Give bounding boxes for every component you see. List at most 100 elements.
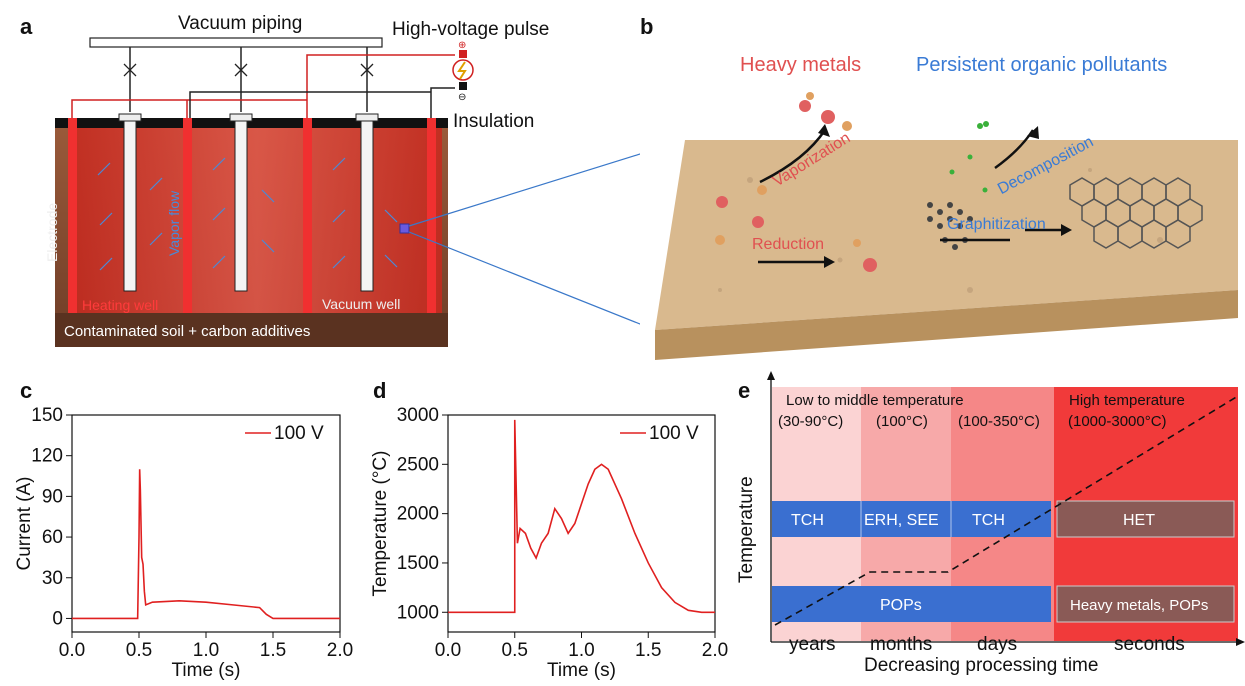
time-seconds: seconds: [1114, 634, 1185, 655]
wiring: [71, 54, 455, 118]
electrode-rod: [427, 118, 436, 313]
target-hm-pops: Heavy metals, POPs: [1070, 597, 1209, 614]
panel-label-c: c: [20, 378, 33, 403]
vapor-flow-label: Vapor flow: [166, 190, 182, 256]
targets-row-left: [772, 586, 1051, 622]
x-tick-label: 2.0: [702, 640, 728, 661]
x-axis-label: Time (s): [172, 660, 241, 681]
electrode-label: Electrode: [44, 202, 60, 262]
time-years: years: [789, 634, 836, 655]
panel-e-diagram: [767, 371, 1245, 646]
targets-row-right: [1056, 585, 1235, 623]
legend-label: 100 V: [274, 423, 324, 444]
x-tick-label: 0.0: [435, 640, 461, 661]
pop-molecules: [927, 202, 973, 250]
vapor-flow-dashes: [97, 157, 398, 271]
soil-slab-top: [655, 140, 1238, 330]
methods-row-left: [772, 501, 1051, 537]
time-months: months: [870, 634, 933, 655]
x-tick-label: 1.0: [193, 640, 219, 661]
method-erh-see: ERH, SEE: [864, 512, 939, 529]
methods-row-right: [1056, 500, 1235, 538]
method-tch-1: TCH: [791, 512, 824, 529]
reduction-label: Reduction: [752, 236, 825, 253]
range-months: (100°C): [876, 413, 928, 430]
heating-well-label: Heating well: [82, 297, 159, 313]
y-tick-label: 2500: [397, 454, 439, 475]
range-days: (100-350°C): [958, 413, 1040, 430]
trend-line: [774, 395, 1239, 626]
pops-label: Persistent organic pollutants: [916, 54, 1168, 76]
vacuum-well: [229, 47, 253, 292]
zoom-region: [399, 223, 410, 234]
panel-label-d: d: [373, 378, 387, 403]
x-tick-label: 0.5: [126, 640, 152, 661]
panel-label-e: e: [738, 378, 751, 403]
hv-pulse-label: High-voltage pulse: [392, 19, 550, 40]
panel-a-diagram: ⊕ ⊖: [55, 37, 640, 347]
graphitization-label: Graphitization: [947, 216, 1046, 233]
method-tch-2: TCH: [972, 512, 1005, 529]
y-tick-label: 90: [42, 486, 63, 507]
range-years: (30-90°C): [778, 413, 844, 430]
panel-label-b: b: [640, 14, 654, 39]
x-tick-label: 1.0: [568, 640, 594, 661]
soil-slab-side: [655, 290, 1238, 360]
y-tick-label: 0: [52, 608, 63, 629]
series-line: [448, 419, 715, 614]
zoom-line: [408, 231, 640, 325]
method-het: HET: [1123, 512, 1155, 529]
arrow-heads: [818, 124, 1072, 268]
x-tick-label: 0.5: [502, 640, 528, 661]
panel-b-illustration: [655, 92, 1238, 360]
y-tick-label: 1500: [397, 553, 439, 574]
x-tick-label: 2.0: [327, 640, 353, 661]
legend-label: 100 V: [649, 423, 699, 444]
y-axis-label: Current (A): [14, 477, 35, 571]
y-tick-label: 3000: [397, 405, 439, 426]
high-temp-label: High temperature: [1069, 392, 1185, 409]
heavy-metals-label: Heavy metals: [740, 54, 862, 76]
vacuum-piping-bar: [89, 37, 383, 48]
low-mid-temp-label: Low to middle temperature: [786, 392, 964, 409]
time-days: days: [977, 634, 1018, 655]
plot-frame: [71, 414, 341, 633]
x-tick-label: 1.5: [260, 640, 286, 661]
y-tick-label: 1000: [397, 602, 439, 623]
vacuum-well: [355, 47, 379, 292]
chart-d: 0.0 0.5 1.0 1.5 2.0 1000 1500 2000 2500 3000 Time …: [370, 405, 728, 681]
heavy-metal-particles: [715, 92, 877, 272]
chart-c: 0.0 0.5 1.0 1.5 2.0 0 30 60 90 120 150 Time (s) Curr…: [14, 405, 353, 681]
graphene-network: [1069, 177, 1203, 249]
vacuum-piping-label: Vacuum piping: [178, 13, 303, 34]
insulation-layer: [55, 118, 448, 128]
insulation-label: Insulation: [453, 111, 535, 132]
y-tick-label: 2000: [397, 504, 439, 525]
y-tick-label: 150: [31, 405, 63, 426]
panel-label-a: a: [20, 14, 33, 39]
plot-frame: [447, 414, 716, 633]
zoom-line: [408, 153, 640, 227]
range-seconds: (1000-3000°C): [1068, 413, 1167, 430]
target-pops: POPs: [880, 597, 922, 614]
x-tick-label: 1.5: [635, 640, 661, 661]
soil-base: [55, 313, 448, 347]
electrode-rod: [303, 118, 312, 313]
green-particles: [949, 121, 989, 193]
series-line: [72, 469, 340, 620]
soil-label: Contaminated soil + carbon additives: [64, 323, 311, 340]
x-tick-label: 0.0: [59, 640, 85, 661]
y-tick-label: 120: [31, 446, 63, 467]
y-tick-label: 60: [42, 527, 63, 548]
svg-text:⊕: ⊕: [458, 40, 466, 51]
electrode-rod: [183, 118, 192, 313]
vacuum-well: [118, 47, 142, 292]
svg-text:⊖: ⊖: [458, 92, 466, 103]
e-xlabel: Decreasing processing time: [864, 655, 1099, 676]
x-axis-label: Time (s): [547, 660, 616, 681]
vacuum-well-label: Vacuum well: [322, 296, 401, 312]
pulse-source-icon: ⊕ ⊖: [452, 40, 474, 103]
electrode-rod: [68, 118, 77, 313]
e-ylabel: Temperature: [736, 476, 757, 583]
